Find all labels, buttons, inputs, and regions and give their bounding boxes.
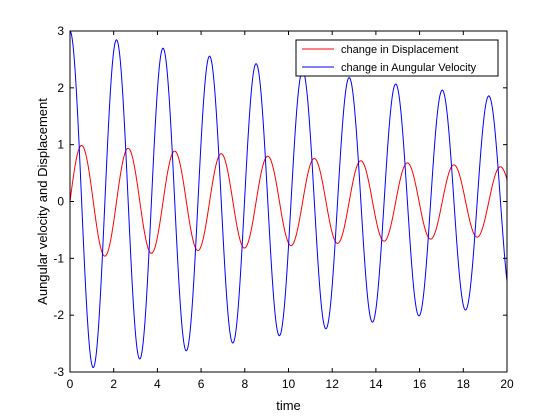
x-axis-label: time — [276, 398, 301, 413]
x-tick-label: 2 — [110, 377, 117, 391]
x-tick-label: 6 — [198, 377, 205, 391]
y-tick-label: -1 — [53, 251, 64, 265]
legend-box — [295, 39, 499, 77]
y-tick-label: 2 — [57, 81, 64, 95]
y-tick-label: -3 — [53, 365, 64, 379]
plot-area — [70, 31, 507, 372]
legend: change in Displacement change in Aungula… — [295, 39, 499, 77]
legend-label-displacement: change in Displacement — [341, 44, 458, 56]
x-tick-label: 4 — [154, 377, 161, 391]
y-tick-label: 1 — [57, 138, 64, 152]
series-layer — [69, 30, 508, 369]
y-tick-label: 3 — [57, 24, 64, 38]
x-tick-label: 18 — [457, 377, 471, 391]
x-tick-label: 14 — [369, 377, 383, 391]
y-tick-label: 0 — [57, 195, 64, 209]
x-tick-label: 8 — [241, 377, 248, 391]
legend-label-angular-velocity: change in Aungular Velocity — [341, 62, 477, 74]
x-tick-label: 16 — [413, 377, 427, 391]
x-tick-label: 0 — [67, 377, 74, 391]
x-tick-label: 12 — [326, 377, 340, 391]
series-line-1 — [69, 30, 508, 369]
y-tick-label: -2 — [53, 308, 64, 322]
y-axis-label: Aungular velocity and Displacement — [35, 98, 50, 305]
x-tick-label: 20 — [500, 377, 514, 391]
x-tick-label: 10 — [282, 377, 296, 391]
